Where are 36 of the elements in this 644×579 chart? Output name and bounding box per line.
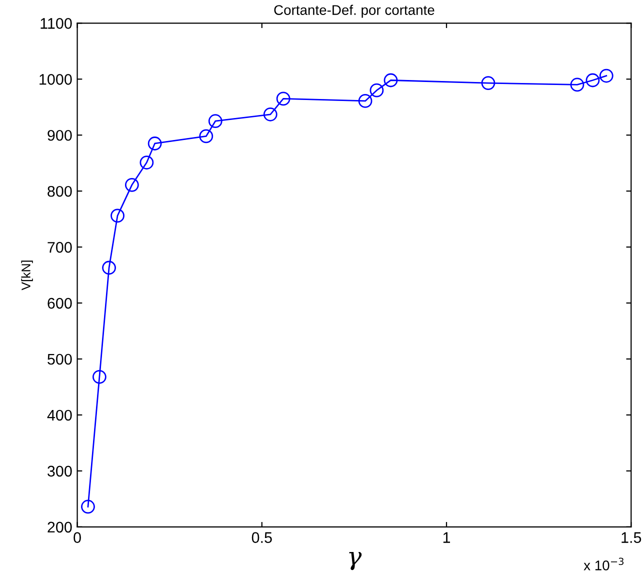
x-tick-label: 1	[443, 532, 450, 543]
point	[110, 208, 124, 223]
y-tick-label: 800	[48, 186, 72, 197]
point	[81, 500, 95, 514]
y-tick-label: 700	[48, 242, 72, 253]
point	[208, 114, 222, 128]
x-tick-label: 0	[74, 532, 81, 543]
point	[148, 136, 162, 150]
y-tick-label: 300	[48, 466, 72, 477]
point	[140, 156, 154, 170]
point	[481, 76, 496, 90]
chart-title: Cortante-Def. por cortante	[274, 4, 434, 18]
point	[570, 78, 584, 92]
point	[92, 370, 106, 384]
x-axis-title: γ	[349, 552, 362, 570]
point	[124, 178, 139, 192]
y-tick-label: 500	[48, 354, 72, 365]
y-tick-label: 600	[48, 298, 72, 309]
y-axis-title: V[kN]	[21, 260, 33, 290]
y-tick-label: 400	[47, 410, 72, 421]
x-tick-label: 0.5	[252, 532, 272, 543]
text: x 10$^{−3}$	[584, 558, 624, 570]
point	[199, 129, 214, 144]
point	[384, 73, 398, 88]
point	[586, 73, 600, 88]
y-tick-label: 1000	[40, 74, 72, 85]
point	[599, 68, 614, 83]
point	[370, 83, 384, 98]
point	[263, 107, 278, 122]
x-tick-label: 1.5	[622, 532, 642, 543]
point	[276, 92, 290, 106]
y-tick-label: 900	[48, 130, 72, 141]
point	[102, 260, 116, 275]
y-tick-label: 1100	[40, 18, 72, 29]
point	[358, 94, 372, 108]
y-tick-label: 200	[48, 522, 72, 533]
